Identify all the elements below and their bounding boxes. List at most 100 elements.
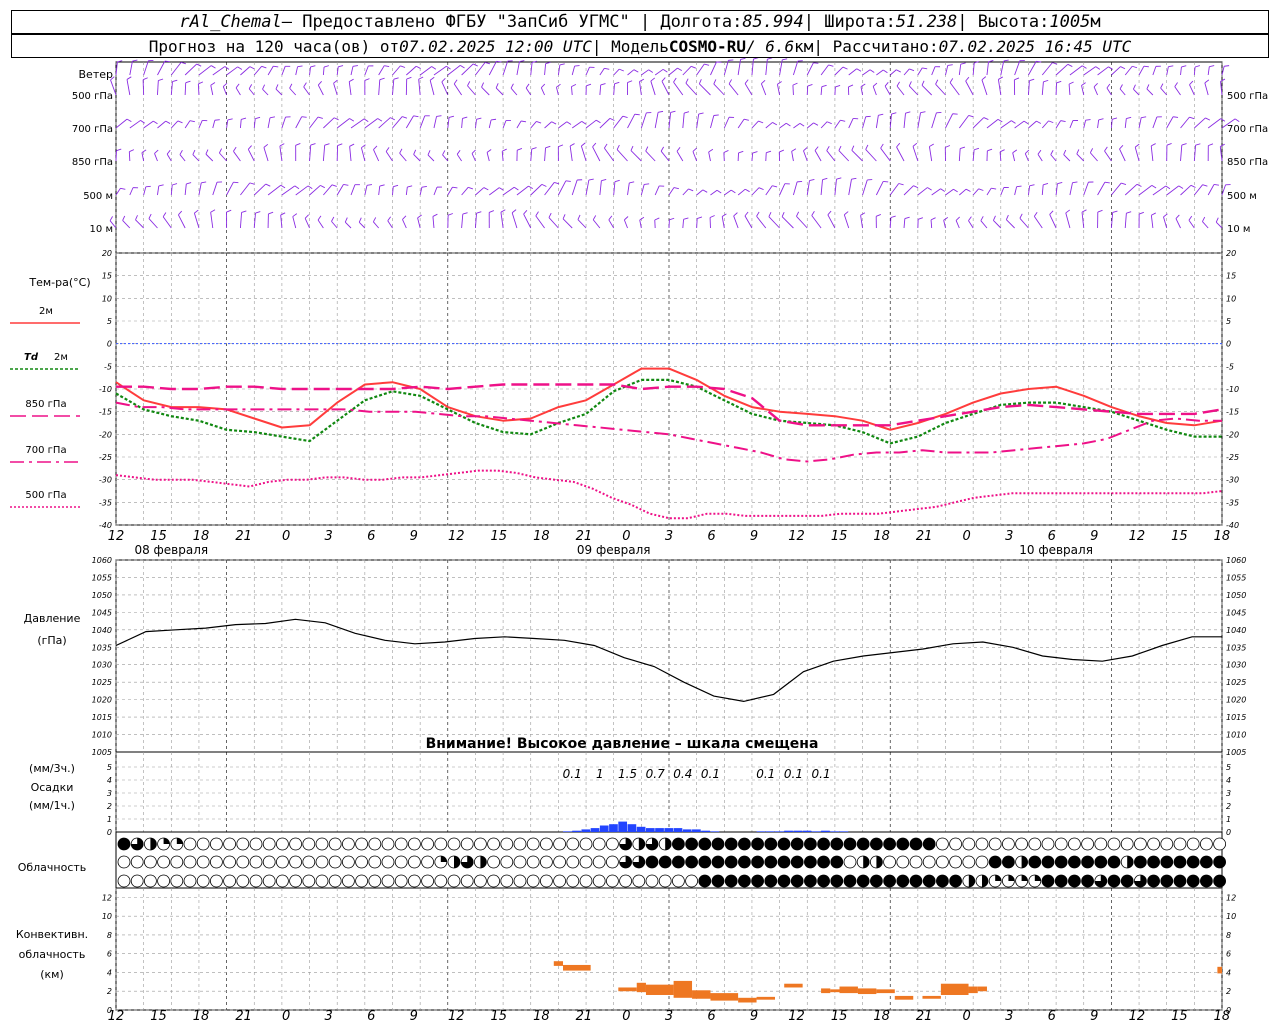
cloud-cover-fill [1021, 875, 1028, 881]
wind-barb [555, 87, 559, 96]
cloud-cover-circle [196, 855, 210, 869]
x-tick-label: 9 [410, 529, 418, 544]
cloud-cover-fill [1042, 875, 1054, 887]
precip-bar [655, 828, 664, 832]
wind-barb-feather [154, 149, 159, 154]
wind-barb [1055, 63, 1069, 76]
y-tick-label-right: 1005 [1226, 748, 1246, 757]
cloud-cover-fill [685, 856, 698, 868]
title-bar-row1: rAl_Chemal — Предоставлено ФГБУ "ЗапСиб … [11, 10, 1269, 34]
cloud-cover-circle [368, 855, 382, 869]
y-tick-label-right: 1010 [1226, 731, 1246, 740]
wind-barb [502, 120, 507, 129]
wind-barb-feather [840, 119, 846, 122]
x-tick-label-bottom: 18 [533, 1009, 550, 1024]
wind-barb [848, 68, 857, 76]
cloud-cover-circle [553, 874, 566, 888]
wind-barb [1220, 81, 1223, 96]
x-tick-label-bottom: 9 [750, 1009, 758, 1024]
wind-barb [1188, 220, 1195, 229]
wind-barb-feather [683, 217, 689, 220]
wind-barb [170, 184, 173, 196]
wind-barb-feather [581, 120, 587, 125]
x-tick-label: 3 [665, 529, 673, 544]
wind-barb-feather [761, 79, 766, 85]
wind-barb-feather [905, 111, 911, 114]
wind-barb-feather [616, 144, 620, 150]
wind-barb-feather [379, 184, 385, 187]
cloud-cover-circle [183, 855, 197, 869]
wind-barb-feather [960, 146, 966, 149]
wind-barb-feather [196, 63, 202, 67]
cloud-cover-fill [1008, 875, 1015, 881]
wind-barb-feather [1143, 65, 1149, 68]
wind-barb-feather [860, 212, 866, 216]
cloud-cover-circle [394, 874, 408, 888]
wind-barb-feather [192, 149, 196, 155]
wind-barb [713, 83, 725, 96]
wind-barb [806, 122, 814, 129]
cloud-cover-circle [922, 855, 936, 869]
wind-barb [1050, 154, 1057, 162]
wind-barb [348, 81, 352, 96]
cloud-cover-circle [487, 855, 501, 869]
wind-barb-feather [813, 122, 819, 126]
y-tick-label-right: 1045 [1226, 608, 1246, 617]
convective-bar [857, 988, 877, 995]
wind-barb-feather [648, 69, 654, 73]
cloud-cover-circle [540, 855, 553, 869]
wind-barb [682, 219, 685, 229]
precip-bar [664, 828, 674, 832]
cloud-cover-fill [751, 838, 764, 850]
wind-barb-feather [324, 143, 330, 146]
convective-bar [692, 990, 711, 999]
wind-barb-feather [929, 143, 935, 147]
wind-barb-feather [331, 184, 337, 187]
cloud-cover-fill [830, 838, 843, 850]
wind-barb [737, 59, 741, 76]
wind-barb [1041, 184, 1044, 196]
wind-barb [814, 150, 822, 162]
precip-unit-3h: (мм/3ч.) [29, 762, 75, 775]
convective-unit: (км) [40, 968, 64, 981]
cloud-cover-fill [1068, 856, 1081, 868]
wind-barb [710, 61, 717, 76]
wind-barb-feather [384, 65, 390, 67]
wind-barb [931, 66, 936, 76]
wind-barb [184, 63, 197, 76]
wind-barb-feather [1056, 80, 1062, 84]
wind-barb-feather [758, 187, 764, 191]
wind-barb [1081, 212, 1085, 229]
y-tick-label-right: 1055 [1226, 573, 1246, 582]
wind-barb [475, 119, 477, 129]
cloud-cover-circle [394, 837, 408, 851]
wind-barb [1063, 154, 1071, 162]
wind-barb-feather [1181, 65, 1187, 68]
wind-barb-feather [644, 183, 650, 185]
wind-barb-feather [462, 116, 468, 119]
precip-amount-label: 0.1 [563, 767, 582, 781]
y-tick-label-left: 0 [107, 340, 112, 349]
wind-barb-feather [891, 112, 897, 115]
wind-barb [639, 219, 642, 229]
wind-barb-feather [1163, 213, 1168, 218]
precip-bar [673, 828, 683, 832]
wind-barb [143, 186, 147, 196]
y-tick-label-left: 15 [102, 272, 112, 281]
wind-barb [599, 118, 611, 129]
wind-barb-feather [1068, 81, 1074, 85]
wind-barb [198, 182, 202, 196]
wind-barb [668, 67, 678, 76]
wind-barb [660, 150, 670, 162]
wind-barb [903, 113, 906, 129]
cloud-cover-circle [407, 837, 421, 851]
wind-barb [1081, 85, 1085, 96]
wind-barb [613, 181, 616, 196]
convective-bar [756, 996, 775, 1000]
wind-barb-feather [377, 118, 383, 122]
y-tick-label-right: 5 [1226, 317, 1231, 326]
wind-barb [544, 182, 555, 196]
cloud-cover-fill [764, 856, 777, 868]
x-tick-label: 0 [963, 529, 971, 544]
cloud-cover-circle [143, 855, 157, 869]
